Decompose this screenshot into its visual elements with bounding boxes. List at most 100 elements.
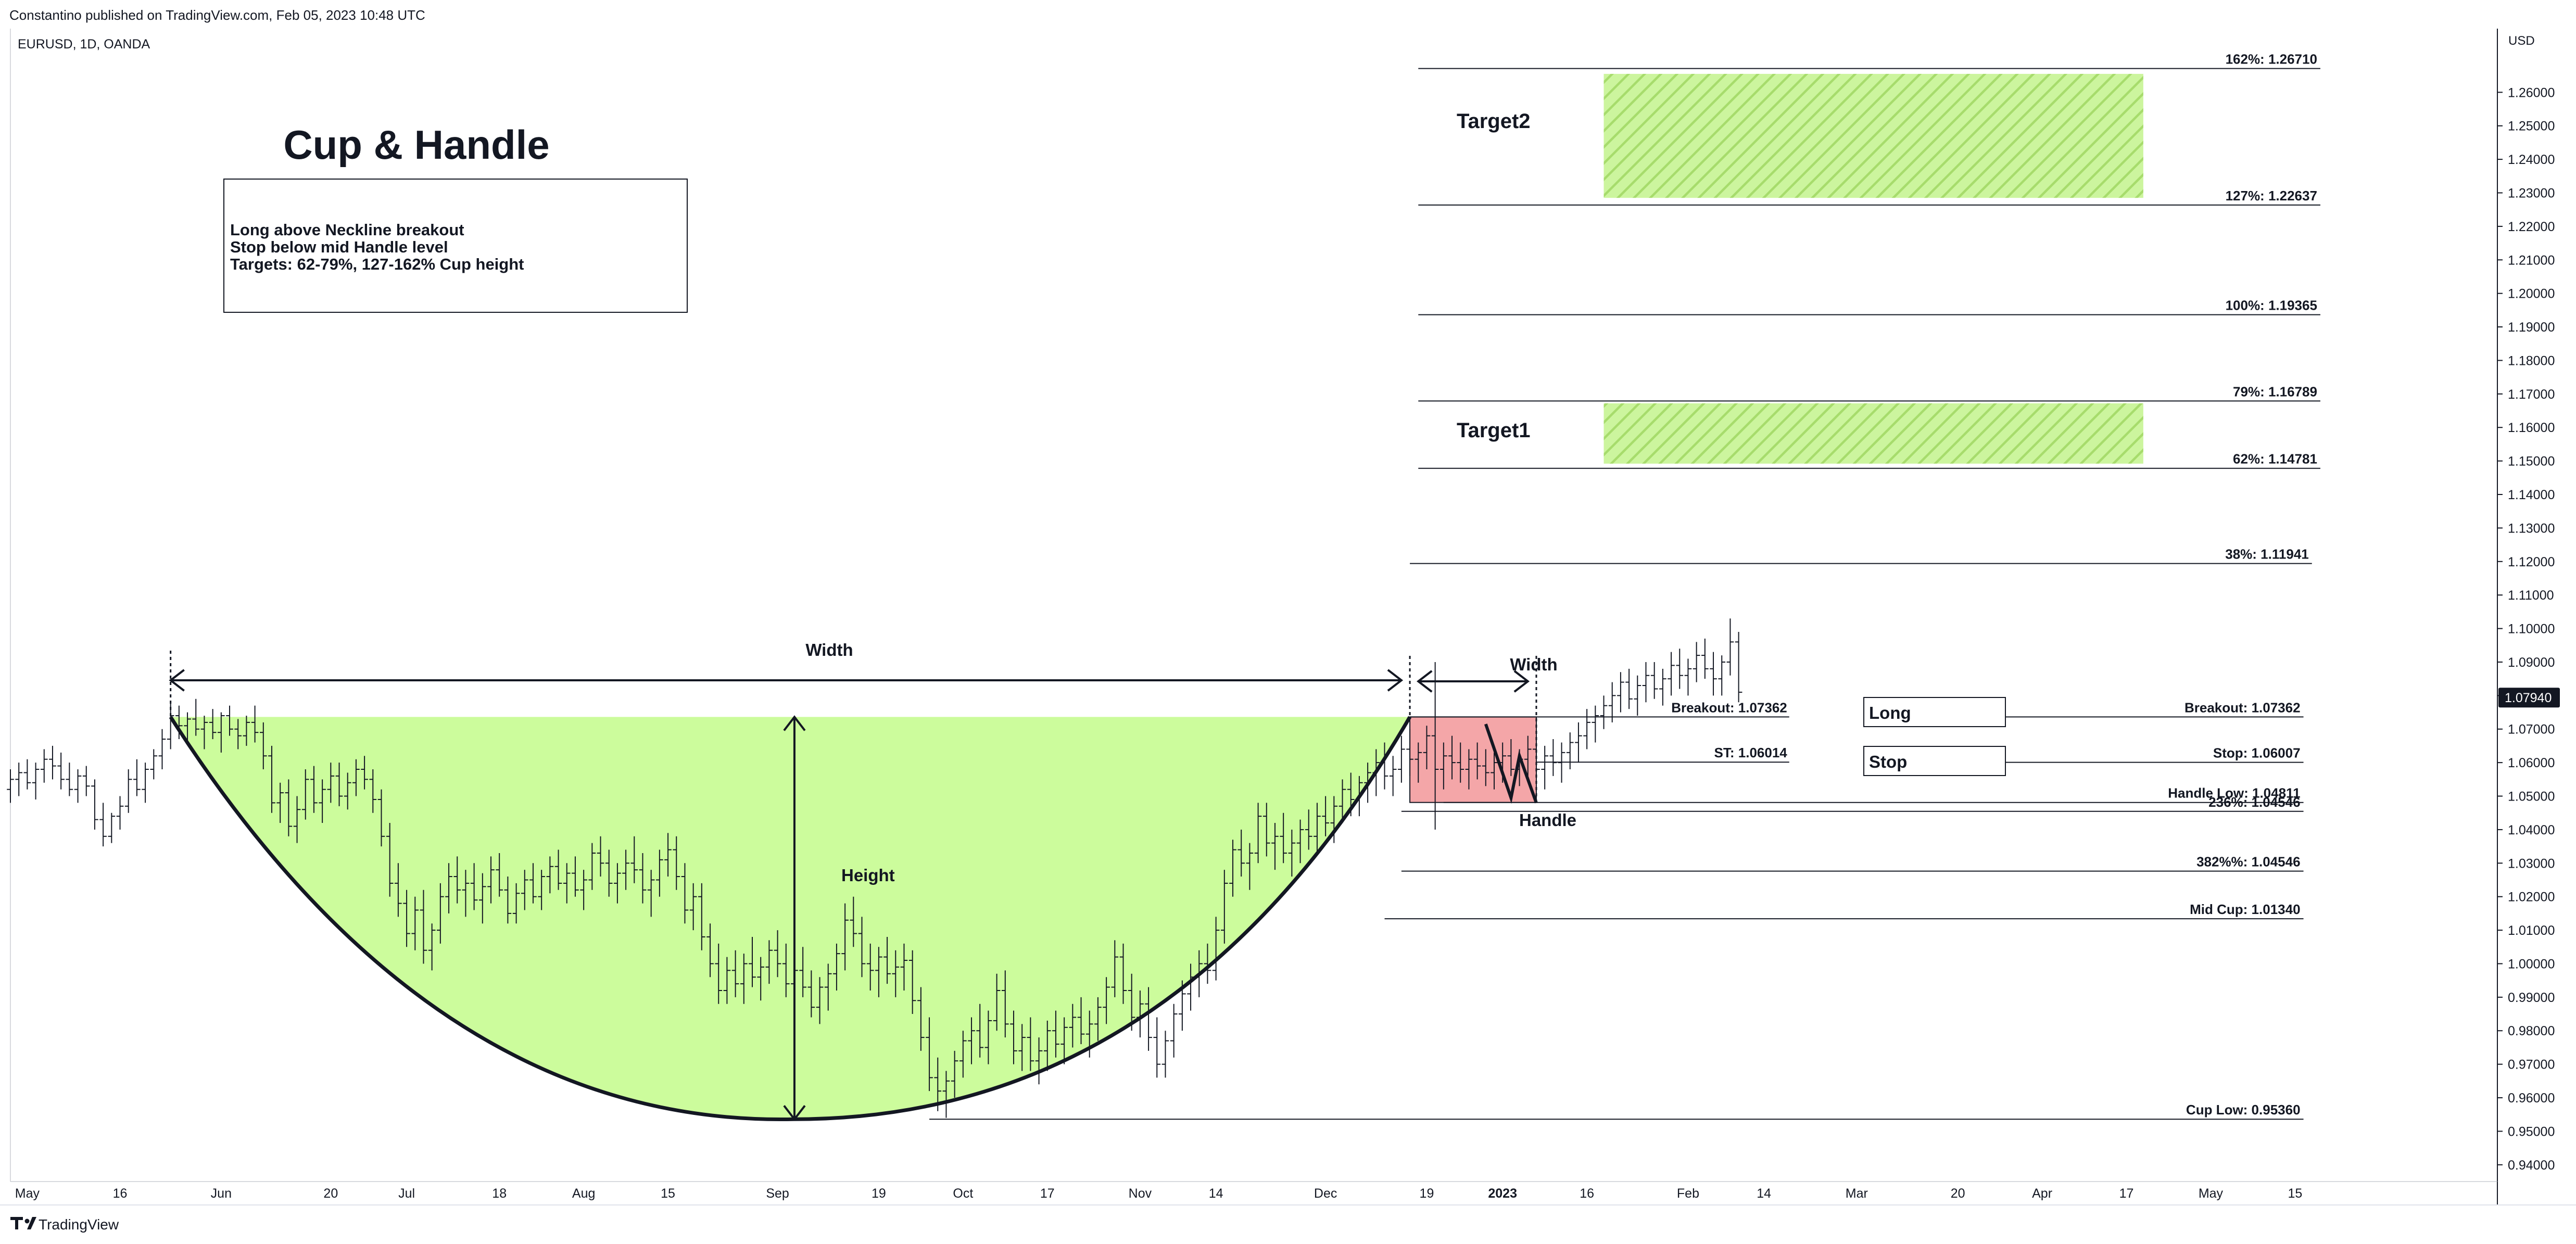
ohlc-bar: [150, 749, 158, 780]
y-tick-label: 1.09000: [2508, 655, 2555, 670]
x-tick-label: 2023: [1488, 1186, 1517, 1201]
level-label: 127%: 1.22637: [2226, 188, 2317, 204]
ohlc-bar: [816, 977, 824, 1024]
level-label: Breakout: 1.07362: [2184, 700, 2301, 715]
x-tick-label: Sep: [766, 1186, 789, 1201]
ohlc-bar: [57, 752, 65, 790]
footer-brand[interactable]: TradingView: [39, 1216, 119, 1233]
ohlc-bar: [310, 766, 318, 813]
ohlc-bar: [285, 779, 293, 836]
ohlc-bar: [23, 759, 31, 790]
y-tick-label: 1.21000: [2508, 253, 2555, 268]
ohlc-bar: [1693, 642, 1700, 682]
ohlc-bar: [1507, 739, 1515, 776]
ohlc-bar: [563, 863, 571, 904]
handle-zone: [1409, 716, 1537, 803]
x-tick-label: 18: [492, 1186, 507, 1201]
ohlc-bar: [858, 917, 866, 978]
ohlc-bar: [99, 803, 107, 847]
symbol-label[interactable]: EURUSD, 1D, OANDA: [18, 37, 150, 52]
ohlc-bar: [749, 936, 756, 987]
ohlc-bar: [1027, 1017, 1034, 1071]
level-label: Handle Low: 1.04811: [2168, 785, 2300, 801]
ohlc-bar: [799, 947, 806, 997]
ohlc-bar: [597, 836, 604, 877]
ohlc-bar: [1482, 749, 1489, 786]
ohlc-bar: [49, 745, 56, 780]
ohlc-bar: [445, 863, 452, 913]
x-tick-label: Mar: [1846, 1186, 1868, 1201]
ohlc-bar: [1246, 843, 1254, 890]
x-tick-label: 17: [2119, 1186, 2134, 1201]
ohlc-bar: [1212, 917, 1220, 981]
ohlc-bar: [7, 769, 14, 803]
y-tick-label: 0.96000: [2508, 1091, 2555, 1106]
ohlc-bar: [352, 759, 360, 796]
ohlc-bar: [1305, 809, 1312, 850]
ohlc-bar: [538, 870, 545, 910]
handle-level-label: ST: 1.06014: [1714, 745, 1788, 760]
x-tick-label: Oct: [953, 1186, 973, 1201]
ohlc-bar: [908, 950, 916, 1014]
ohlc-bar: [1314, 803, 1321, 853]
y-tick-label: 1.01000: [2508, 923, 2555, 938]
ohlc-bar: [605, 849, 613, 897]
target1-label: Target1: [1457, 419, 1531, 442]
level-label: Cup Low: 0.95360: [2186, 1102, 2301, 1118]
x-tick-label: 15: [661, 1186, 675, 1201]
ohlc-bar: [437, 883, 444, 944]
level-label: 162%: 1.26710: [2226, 52, 2317, 67]
ohlc-bar: [124, 769, 132, 813]
ohlc-bar: [226, 705, 233, 736]
levels-layer: 162%: 1.26710 127%: 1.22637 100%: 1.19365 7…: [929, 52, 2320, 1120]
ohlc-bar: [1659, 668, 1666, 706]
ohlc-bar: [614, 863, 621, 904]
ohlc-bar: [968, 1017, 975, 1064]
ohlc-bar: [158, 729, 166, 770]
level-label: Mid Cup: 1.01340: [2190, 902, 2300, 917]
y-tick-label: 1.06000: [2508, 756, 2555, 770]
ohlc-bar: [689, 883, 697, 931]
tradingview-logo-icon[interactable]: [10, 1217, 36, 1229]
ohlc-bar: [1406, 729, 1413, 776]
x-tick-label: Apr: [2032, 1186, 2052, 1201]
handle-label: Handle: [1519, 810, 1576, 830]
currency-label: USD: [2508, 34, 2535, 48]
ohlc-bar: [411, 896, 419, 950]
ohlc-bar: [647, 870, 655, 917]
ohlc-bar: [1338, 779, 1346, 823]
x-tick-label: 16: [1580, 1186, 1594, 1201]
level-label: Stop: 1.06007: [2213, 745, 2301, 761]
ohlc-bar: [588, 843, 596, 890]
ohlc-bar: [268, 745, 275, 813]
ohlc-bar: [900, 943, 908, 991]
ohlc-bar: [1457, 742, 1464, 783]
note-box: [223, 179, 688, 313]
current-price-badge: [2498, 688, 2560, 708]
ohlc-bar: [200, 715, 208, 750]
ohlc-bar: [656, 849, 663, 897]
target-zone-1: [1603, 73, 2143, 198]
ohlc-bar: [91, 779, 98, 830]
ohlc-bar: [209, 709, 217, 740]
ohlc-bar: [1600, 695, 1608, 729]
x-tick-label: 20: [323, 1186, 338, 1201]
x-tick-label: 16: [113, 1186, 128, 1201]
ohlc-bar: [1608, 682, 1616, 722]
handle-width-label: Width: [1510, 655, 1557, 674]
x-tick-label: Aug: [572, 1186, 595, 1201]
ohlc-bar: [976, 1004, 984, 1058]
y-tick-label: 1.19000: [2508, 320, 2555, 335]
ohlc-bar: [1288, 829, 1296, 877]
ohlc-bar: [192, 699, 200, 736]
ohlc-bar: [883, 936, 891, 984]
publisher-line: Constantino published on TradingView.com…: [9, 7, 425, 23]
ohlc-bar: [875, 947, 882, 997]
ohlc-bar: [234, 719, 242, 750]
ohlc-bar: [673, 836, 680, 890]
ohlc-bar: [1398, 735, 1405, 783]
ohlc-bar: [1119, 943, 1127, 1004]
ohlc-bar: [1238, 829, 1245, 877]
ohlc-bar: [850, 896, 857, 947]
ohlc-bar: [1583, 709, 1590, 750]
